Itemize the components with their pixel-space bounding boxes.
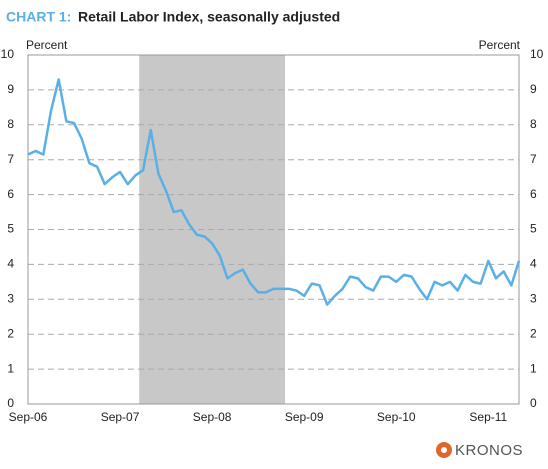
- y-tick-label: 4: [7, 257, 14, 271]
- logo-text: KRONOS: [455, 442, 523, 459]
- y2-tick-label: 5: [530, 222, 537, 236]
- y2-tick-label: 0: [530, 396, 537, 410]
- x-tick-label: Sep-08: [193, 410, 232, 424]
- y2-tick-label: 9: [530, 82, 537, 96]
- chart-title: Retail Labor Index, seasonally adjusted: [78, 9, 340, 25]
- y2-tick-label: 6: [530, 187, 537, 201]
- y2-tick-label: 10: [530, 47, 544, 61]
- logo: KRONOS: [436, 442, 523, 459]
- y2-tick-label: 8: [530, 117, 537, 131]
- y-tick-label: 6: [7, 187, 14, 201]
- y-tick-label: 5: [7, 222, 14, 236]
- x-tick-label: Sep-07: [101, 410, 140, 424]
- x-tick-label: Sep-06: [9, 410, 48, 424]
- logo-icon-center: [441, 447, 447, 453]
- y2-tick-label: 2: [530, 326, 537, 340]
- plot-border: [27, 54, 520, 405]
- y-tick-label: 2: [7, 326, 14, 340]
- y-tick-label: 9: [7, 82, 14, 96]
- data-line: [27, 78, 521, 306]
- y2-tick-label: 4: [530, 257, 537, 271]
- x-tick-label: Sep-09: [285, 410, 324, 424]
- x-tick-label: Sep-10: [377, 410, 416, 424]
- y2-tick-label: 1: [530, 361, 537, 375]
- y-tick-label: 3: [7, 291, 14, 305]
- y-tick-label: 10: [1, 47, 15, 61]
- x-tick-label: Sep-11: [469, 410, 507, 424]
- y-tick-label: 0: [7, 396, 14, 410]
- y2-tick-label: 7: [530, 152, 537, 166]
- y2-tick-label: 3: [530, 291, 537, 305]
- y-tick-label: 8: [7, 117, 14, 131]
- chart-title-prefix: CHART 1:: [6, 9, 71, 25]
- y-tick-label: 1: [7, 361, 14, 375]
- y-tick-label: 7: [7, 152, 14, 166]
- y-axis-label: Percent: [26, 38, 68, 52]
- y2-axis-label: Percent: [479, 38, 521, 52]
